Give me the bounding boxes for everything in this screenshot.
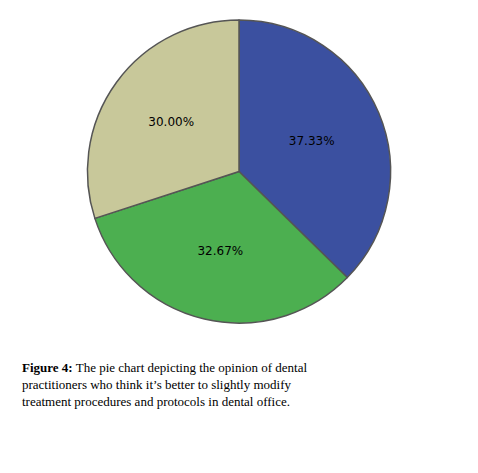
svg-text:32.67%: 32.67%	[197, 244, 243, 258]
svg-text:37.33%: 37.33%	[289, 134, 335, 148]
svg-text:30.00%: 30.00%	[148, 115, 194, 129]
svg-text:Figure 4: The pie chart depict: Figure 4: The pie chart depicting the op…	[22, 360, 307, 409]
